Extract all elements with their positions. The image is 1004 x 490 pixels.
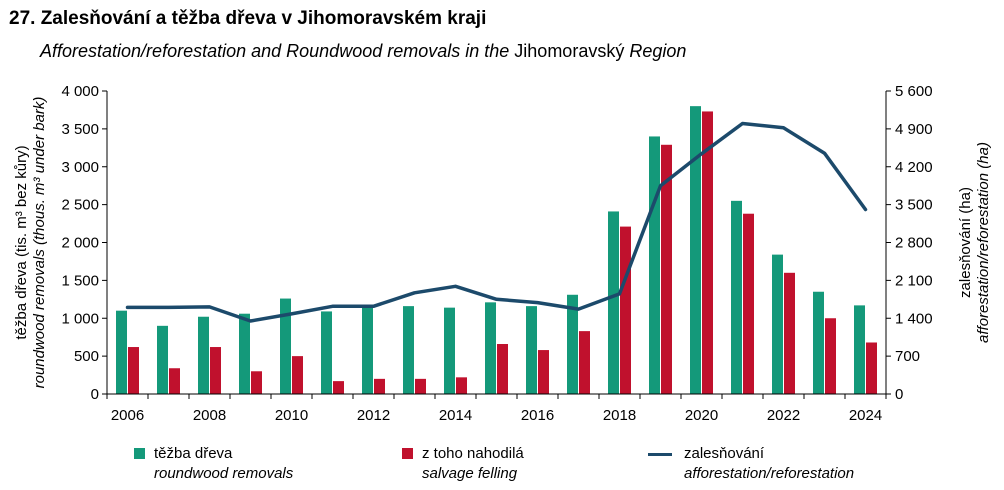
bar-salvage-2007 (169, 368, 180, 394)
legend-line-afforestation (648, 453, 672, 456)
bar-salvage-2018 (620, 226, 631, 394)
bar-roundwood-2015 (485, 302, 496, 394)
left-tick-label: 1 000 (61, 310, 99, 327)
right-tick-label: 2 100 (895, 272, 933, 289)
x-tick-label: 2006 (111, 407, 144, 424)
bar-roundwood-2016 (526, 306, 537, 394)
bar-roundwood-2013 (403, 306, 414, 394)
bar-roundwood-2009 (239, 313, 250, 394)
bars-layer (116, 106, 877, 395)
bar-roundwood-2011 (321, 311, 332, 394)
legend-label-salvage: z toho nahodilá salvage felling (422, 444, 524, 484)
left-tick-label: 1 500 (61, 272, 99, 289)
left-tick-label: 2 500 (61, 197, 99, 214)
legend-roundwood-en: roundwood removals (154, 465, 294, 482)
bar-salvage-2013 (415, 378, 426, 394)
legend-salvage-en: salvage felling (422, 465, 518, 482)
x-tick-label: 2018 (603, 407, 636, 424)
bar-salvage-2017 (579, 331, 590, 394)
x-tick-label: 2022 (767, 407, 800, 424)
x-tick-label: 2008 (193, 407, 226, 424)
legend-salvage-cz: z toho nahodilá (422, 445, 524, 462)
bar-salvage-2011 (333, 381, 344, 394)
right-tick-label: 3 500 (895, 197, 933, 214)
x-tick-label: 2010 (275, 407, 308, 424)
x-tick-label: 2024 (849, 407, 882, 424)
bar-roundwood-2014 (444, 307, 455, 394)
bar-roundwood-2019 (649, 136, 660, 394)
bar-roundwood-2018 (608, 211, 619, 394)
bar-salvage-2014 (456, 377, 467, 394)
left-tick-label: 4 000 (61, 83, 99, 100)
bar-salvage-2006 (128, 347, 139, 394)
bar-roundwood-2006 (116, 310, 127, 394)
legend-swatch-salvage (402, 448, 413, 459)
chart-subtitle: Afforestation/reforestation and Roundwoo… (40, 41, 686, 62)
bar-roundwood-2017 (567, 294, 578, 394)
subtitle-region: Jihomoravský (514, 41, 625, 61)
bar-salvage-2009 (251, 371, 262, 394)
bar-salvage-2015 (497, 344, 508, 394)
legend-label-roundwood: těžba dřeva roundwood removals (154, 444, 293, 484)
bar-roundwood-2012 (362, 305, 373, 394)
bar-roundwood-2007 (157, 325, 168, 394)
bar-roundwood-2008 (198, 316, 209, 394)
legend-afforestation-cz: zalesňování (684, 445, 765, 462)
left-tick-label: 3 500 (61, 121, 99, 138)
bar-roundwood-2010 (280, 298, 291, 394)
subtitle-part2: Region (629, 41, 687, 61)
bar-roundwood-2024 (854, 305, 865, 394)
x-tick-label: 2014 (439, 407, 472, 424)
left-tick-label: 500 (74, 348, 99, 365)
left-axis-title-en: roundwood removals (thous. m³ under bark… (31, 97, 48, 389)
bar-salvage-2019 (661, 144, 672, 394)
left-tick-label: 0 (91, 386, 99, 403)
right-tick-label: 5 600 (895, 83, 933, 100)
right-axis-title-cz: zalesňování (ha) (957, 187, 974, 298)
legend-swatch-roundwood (134, 448, 145, 459)
bar-salvage-2020 (702, 111, 713, 394)
bar-roundwood-2020 (690, 106, 701, 395)
bar-salvage-2012 (374, 378, 385, 394)
bar-salvage-2022 (784, 272, 795, 394)
left-axis-title-cz: těžba dřeva (tis. m³ bez kůry) (13, 145, 30, 339)
bar-salvage-2021 (743, 213, 754, 394)
bar-salvage-2010 (292, 356, 303, 394)
bar-salvage-2008 (210, 347, 221, 394)
x-tick-label: 2020 (685, 407, 718, 424)
left-tick-label: 2 000 (61, 235, 99, 252)
legend-label-afforestation: zalesňování afforestation/reforestation (684, 444, 854, 484)
line-layer (125, 121, 868, 323)
bar-roundwood-2022 (772, 254, 783, 394)
line-afforestation (125, 121, 868, 323)
x-tick-label: 2016 (521, 407, 554, 424)
bar-salvage-2016 (538, 350, 549, 394)
bar-salvage-2023 (825, 318, 836, 394)
right-tick-label: 700 (895, 348, 920, 365)
bar-salvage-2024 (866, 342, 877, 394)
bar-roundwood-2021 (731, 200, 742, 394)
right-tick-label: 1 400 (895, 310, 933, 327)
left-tick-label: 3 000 (61, 159, 99, 176)
right-tick-label: 4 200 (895, 159, 933, 176)
right-tick-label: 4 900 (895, 121, 933, 138)
right-tick-label: 2 800 (895, 235, 933, 252)
bar-roundwood-2023 (813, 291, 824, 394)
legend-afforestation-en: afforestation/reforestation (684, 465, 855, 482)
chart-title: 27. Zalesňování a těžba dřeva v Jihomora… (9, 8, 487, 29)
axes-layer: 0 500 1 000 1 500 2 000 2 500 3 000 3 500 4 000 0… (13, 83, 992, 424)
right-axis-title-en: afforestation/reforestation (ha) (975, 142, 992, 343)
legend-roundwood-cz: těžba dřeva (154, 445, 233, 462)
right-tick-label: 0 (895, 386, 903, 403)
x-tick-label: 2012 (357, 407, 390, 424)
subtitle-part1: Afforestation/reforestation and Roundwoo… (40, 41, 510, 61)
